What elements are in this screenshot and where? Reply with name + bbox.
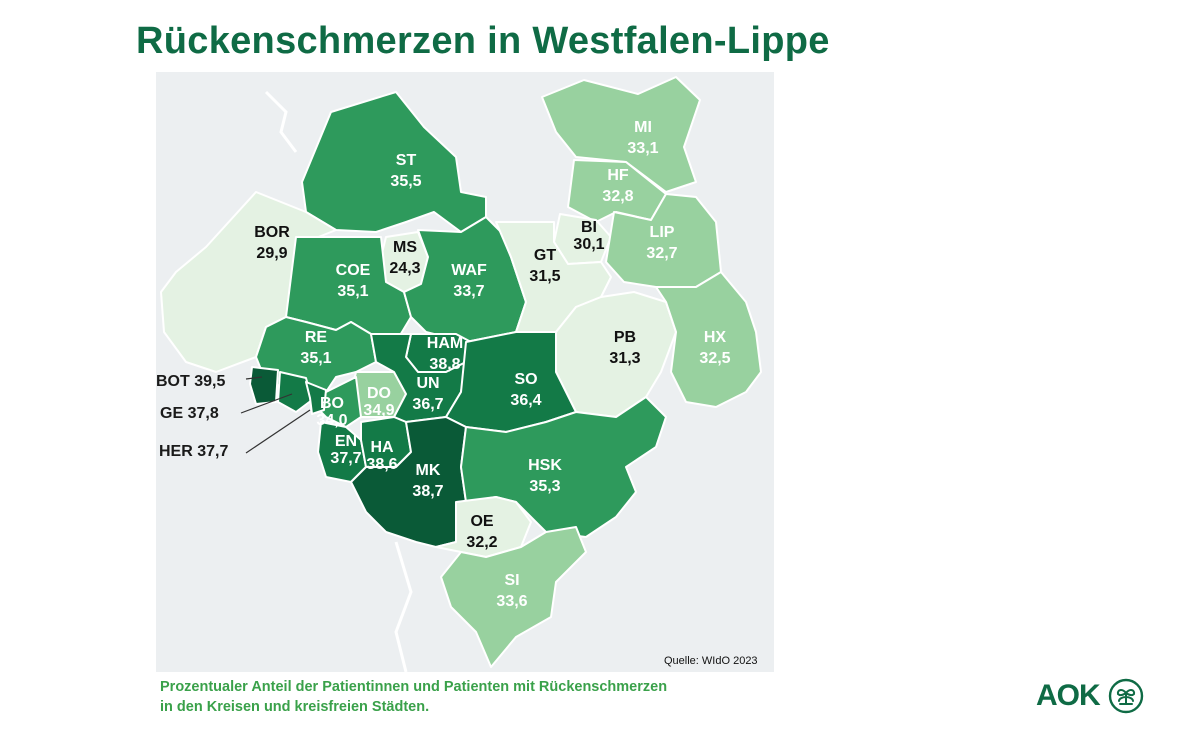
region-value-MI: 33,1 bbox=[627, 140, 658, 157]
region-value-BO: 34,0 bbox=[316, 412, 347, 429]
leader-line-GE bbox=[240, 393, 293, 414]
region-code-SI: SI bbox=[504, 572, 519, 589]
region-value-HAM: 38,8 bbox=[429, 356, 460, 373]
state-border-line bbox=[394, 541, 413, 672]
caption-line-2: in den Kreisen und kreisfreien Städten. bbox=[160, 699, 430, 715]
map-caption: Prozentualer Anteil der Patientinnen und… bbox=[160, 677, 780, 717]
region-code-HX: HX bbox=[704, 329, 727, 346]
region-code-MS: MS bbox=[393, 239, 417, 256]
leader-line-BOT bbox=[245, 376, 263, 380]
region-value-COE: 35,1 bbox=[337, 283, 368, 300]
aok-logo: AOK bbox=[1036, 678, 1144, 714]
region-ST[interactable] bbox=[301, 91, 487, 233]
region-GE[interactable] bbox=[277, 371, 313, 413]
region-code-BOR: BOR bbox=[254, 224, 290, 241]
region-code-DO: DO bbox=[367, 385, 391, 402]
source-note: Quelle: WIdO 2023 bbox=[664, 655, 758, 667]
region-code-WAF: WAF bbox=[451, 262, 487, 279]
region-value-EN: 37,7 bbox=[330, 450, 361, 467]
region-value-GT: 31,5 bbox=[529, 268, 560, 285]
aok-tree-icon bbox=[1108, 678, 1143, 714]
region-code-GT: GT bbox=[534, 247, 556, 264]
region-value-ST: 35,5 bbox=[390, 173, 421, 190]
region-value-HX: 32,5 bbox=[699, 350, 730, 367]
region-code-HSK: HSK bbox=[528, 457, 562, 474]
region-HER[interactable] bbox=[305, 381, 327, 415]
region-HX[interactable] bbox=[655, 271, 762, 408]
region-value-BOR: 29,9 bbox=[256, 245, 287, 262]
region-code-LIP: LIP bbox=[650, 224, 675, 241]
region-code-RE: RE bbox=[305, 329, 328, 346]
region-code-HAM: HAM bbox=[427, 335, 463, 352]
region-value-SO: 36,4 bbox=[510, 392, 541, 409]
caption-line-1: Prozentualer Anteil der Patientinnen und… bbox=[160, 679, 668, 695]
region-value-PB: 31,3 bbox=[609, 350, 640, 367]
region-value-MS: 24,3 bbox=[389, 260, 420, 277]
region-code-SO: SO bbox=[514, 371, 537, 388]
region-code-COE: COE bbox=[336, 262, 371, 279]
region-value-HF: 32,8 bbox=[602, 188, 633, 205]
region-value-MK: 38,7 bbox=[412, 483, 443, 500]
state-border-line bbox=[264, 90, 298, 153]
region-code-UN: UN bbox=[416, 375, 439, 392]
region-value-LIP: 32,7 bbox=[646, 245, 677, 262]
region-code-OE: OE bbox=[470, 513, 493, 530]
region-value-HA: 38,6 bbox=[366, 456, 397, 473]
region-code-BI: BI bbox=[581, 219, 597, 236]
region-SO[interactable] bbox=[445, 331, 577, 433]
map-panel: MI 33,1 HF 32,8 ST 35,5 BI 30,1 LIP 32,7 BOR 29,9 MS… bbox=[156, 72, 774, 672]
region-code-HF: HF bbox=[607, 167, 629, 184]
region-code-HA: HA bbox=[370, 439, 394, 456]
region-code-BO: BO bbox=[320, 395, 344, 412]
region-MI[interactable] bbox=[541, 76, 701, 193]
page-title: Rückenschmerzen in Westfalen-Lippe bbox=[136, 20, 830, 62]
region-value-SI: 33,6 bbox=[496, 593, 527, 610]
region-code-EN: EN bbox=[335, 433, 357, 450]
region-value-HSK: 35,3 bbox=[529, 478, 560, 495]
region-value-OE: 32,2 bbox=[466, 534, 497, 551]
aok-logo-text: AOK bbox=[1036, 679, 1101, 712]
region-value-WAF: 33,7 bbox=[453, 283, 484, 300]
callout-HER: HER 37,7 bbox=[159, 443, 228, 460]
region-value-UN: 36,7 bbox=[412, 396, 443, 413]
region-value-DO: 34,9 bbox=[363, 402, 394, 419]
region-code-PB: PB bbox=[614, 329, 636, 346]
region-code-MK: MK bbox=[416, 462, 441, 479]
callout-BOT: BOT 39,5 bbox=[156, 373, 225, 390]
region-value-RE: 35,1 bbox=[300, 350, 331, 367]
region-code-ST: ST bbox=[396, 152, 417, 169]
leader-line-HER bbox=[245, 409, 311, 454]
region-code-MI: MI bbox=[634, 119, 652, 136]
region-BOT[interactable] bbox=[249, 366, 279, 405]
region-value-BI: 30,1 bbox=[573, 236, 604, 253]
callout-GE: GE 37,8 bbox=[160, 405, 219, 422]
region-SI[interactable] bbox=[440, 526, 587, 668]
